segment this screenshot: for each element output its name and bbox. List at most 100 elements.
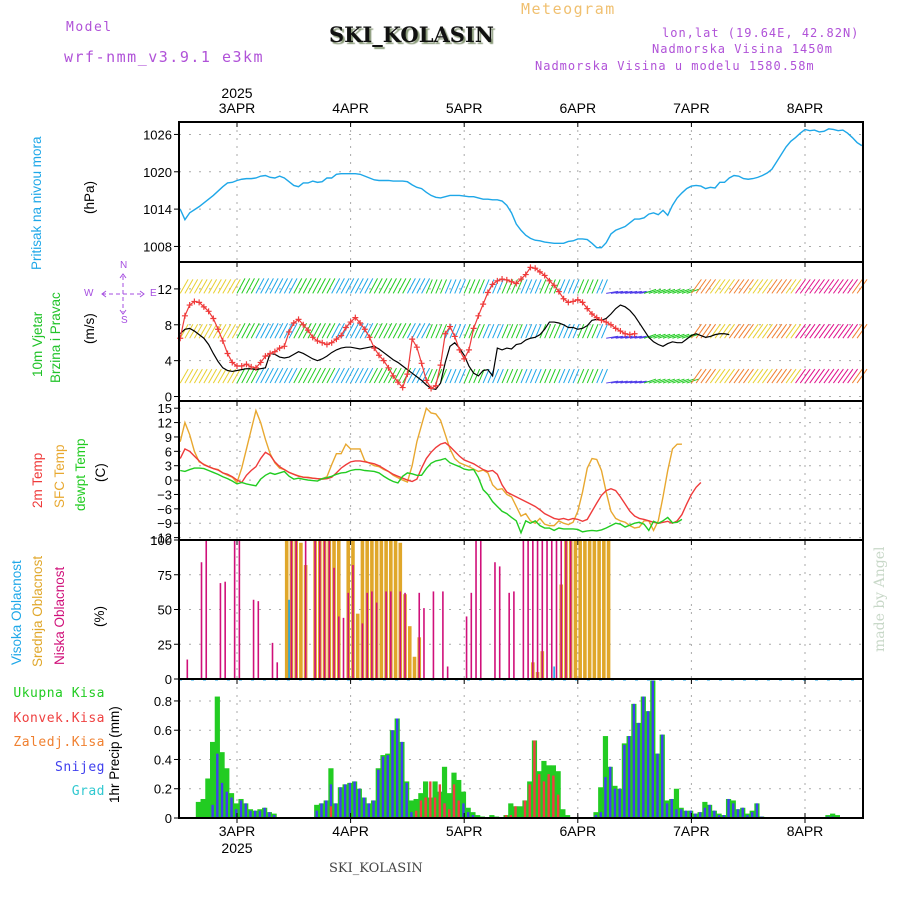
x-tick-label: 3APR [219,823,256,839]
wind-barb [421,322,431,339]
wind-barb [402,322,412,339]
wind-barb [705,323,717,339]
wind-barb [463,279,471,294]
wind-barb [658,333,671,339]
compass-w: W [84,288,94,299]
wind-barb [804,279,816,294]
precip-convective-bar [542,781,546,818]
wind-barb [459,324,466,339]
precip-convective-bar [547,774,550,818]
precip-total-bar [200,798,206,818]
wind-gust-marker [305,327,311,334]
y-tick-label: 0 [165,473,172,488]
wind-gust-marker [338,332,345,339]
low-cloud-bar [532,540,534,679]
low-cloud-bar [404,592,406,679]
wind-barb [279,278,289,294]
wind-barb [317,322,326,339]
wind-barb [577,368,585,384]
wind-barb [482,368,490,384]
wind-barb [260,278,270,294]
wind-barb [425,324,433,339]
y-tick-label: 50 [158,603,172,618]
wind-barb [411,278,421,294]
y-tick-label: 100 [150,533,172,548]
y-tick-label: 9 [165,430,172,445]
low-cloud-bar [390,591,392,679]
wind-barb [752,279,764,294]
wind-barb [440,279,447,294]
wind-barb [695,368,707,384]
wind-barb [350,322,360,339]
wind-barb [766,279,778,294]
wind-barb [217,368,227,384]
wind-barb [743,279,754,294]
wind-gust-marker [513,280,520,287]
wind-barb [388,278,397,294]
wind-barb [658,378,671,384]
wind-gust-marker [465,346,472,353]
temp-dewpt-line [180,457,683,535]
wind-barb [515,324,523,339]
y-tick-label: −6 [157,502,172,517]
wind-barb [761,368,773,384]
wind-barb [733,368,745,384]
precip-snow-bar [646,711,650,818]
wind-barb [653,333,666,339]
wind-barb [548,324,556,339]
precip-snow-bar [348,782,352,818]
mid-cloud-bar [360,540,365,679]
y-tick-label: 0 [165,390,172,405]
precip-snow-bar [661,734,664,818]
wind-barb [700,368,712,384]
wind-barb [596,324,604,339]
precip-convective-bar [452,784,456,818]
wind-gust-marker [186,302,193,309]
wind-barb [525,368,533,384]
precip-snow-bar [680,809,683,818]
precip-total-bar [446,793,452,818]
wind-barb [350,367,360,384]
wind-barb [544,324,552,339]
precip-snow-bar [609,766,612,818]
precip-snow-bar [263,807,266,818]
wind-gust-marker [252,364,259,371]
wind-barb [847,279,859,294]
precip-snow-bar [381,756,385,818]
precip-convective-bar [509,815,512,818]
wind-barb [785,368,797,384]
wind-barb [534,368,542,384]
wind-barb [231,323,241,339]
wind-barb [369,322,378,339]
low-cloud-bar [323,540,326,679]
wind-barb [776,323,788,339]
low-cloud-bar [271,642,274,679]
wind-barb [260,322,270,339]
wind-barb [449,368,457,384]
wind-barb [373,322,383,339]
wind-barb [260,367,270,384]
wind-barb [677,288,690,294]
precip-snow-bar [325,800,328,818]
low-cloud-bar [470,592,473,679]
low-cloud-bar [257,601,260,679]
wind-barb [525,324,533,339]
precip-total-bar [598,787,604,818]
wind-barb [264,278,274,294]
wind-barb [440,324,447,339]
precip-snow-bar [362,797,366,818]
low-cloud-bar [446,666,449,679]
wind-barb [402,278,412,294]
wind-barb [463,368,471,384]
wind-barb [250,278,260,294]
mid-cloud-bar [597,540,601,679]
wind-barb [582,324,589,339]
precip-snow-bar [391,730,394,818]
wind-barb [193,368,203,384]
wind-barb [757,279,769,294]
precip-snow-bar [698,812,702,818]
precip-convective-bar [457,800,460,818]
panel-frame [178,400,864,541]
wind-barb [416,278,426,294]
wind-barb [606,380,619,384]
